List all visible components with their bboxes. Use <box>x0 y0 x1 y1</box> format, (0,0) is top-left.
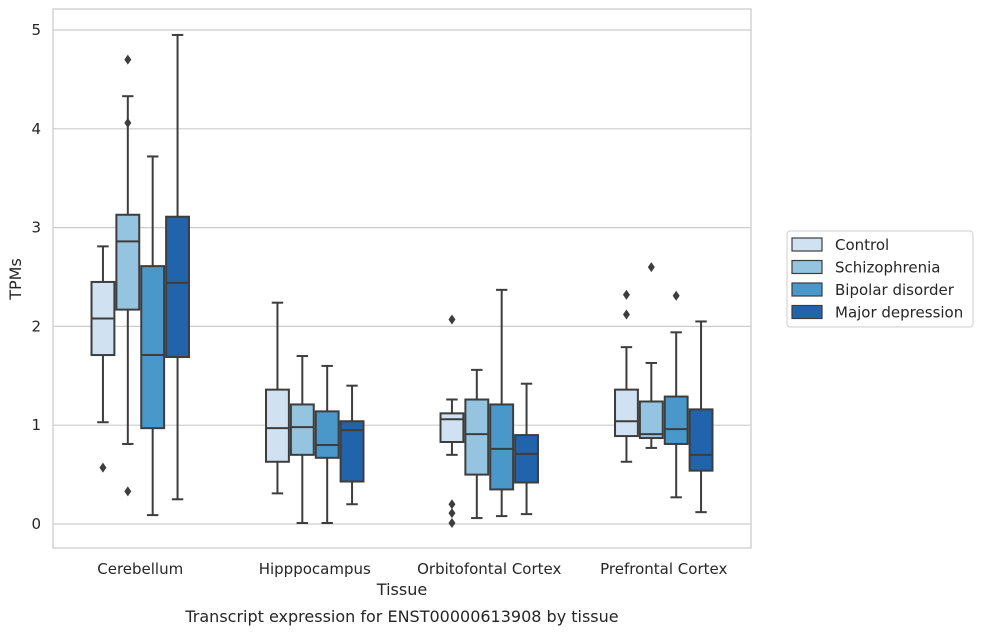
box-bipolar-disorder-orbitofontal-cortex <box>489 288 515 518</box>
iqr-box <box>165 215 190 359</box>
outlier-point <box>622 309 630 320</box>
outlier-point <box>124 54 132 65</box>
outlier-point <box>448 314 456 325</box>
x-tick-label-orbitofontal-cortex: Orbitofontal Cortex <box>417 560 561 578</box>
legend-swatch-schizophrenia <box>791 259 823 275</box>
iqr-box <box>638 400 664 440</box>
x-axis-label: Tissue <box>376 580 427 599</box>
x-tick-label-prefrontal-cortex: Prefrontal Cortex <box>600 560 727 578</box>
y-tick-label-2: 2 <box>31 317 41 335</box>
y-tick-label-3: 3 <box>31 219 41 237</box>
box-schizophrenia-hipppocampus <box>289 355 315 525</box>
legend-label-schizophrenia: Schizophrenia <box>835 259 940 277</box>
box-schizophrenia-orbitofontal-cortex <box>464 368 490 520</box>
iqr-box <box>439 412 465 443</box>
outlier-point <box>124 486 132 497</box>
box-major-depression-hipppocampus <box>339 384 365 506</box>
y-tick-labels: 0 1 2 3 4 5 <box>31 21 41 533</box>
box-control-prefrontal-cortex <box>614 289 639 463</box>
outlier-point <box>448 518 456 529</box>
iqr-box <box>614 388 639 438</box>
legend: Control Schizophrenia Bipolar disorder Majo… <box>786 230 974 328</box>
box-control-hipppocampus <box>265 301 290 495</box>
iqr-box <box>339 420 365 483</box>
y-tick-label-1: 1 <box>31 416 41 434</box>
legend-swatch-bipolar-disorder <box>791 282 823 297</box>
outlier-point <box>124 117 132 128</box>
box-bipolar-disorder-prefrontal-cortex <box>663 290 689 499</box>
box-major-depression-prefrontal-cortex <box>688 320 714 514</box>
outlier-point <box>647 262 655 273</box>
legend-swatch-major-depression <box>791 304 823 320</box>
x-tick-labels: Cerebellum Hipppocampus Orbitofontal Corte… <box>97 560 727 578</box>
outlier-point <box>672 290 680 301</box>
legend-label-major-depression: Major depression <box>835 304 963 322</box>
y-tick-label-0: 0 <box>31 515 41 533</box>
plot-area-frame <box>52 8 752 549</box>
legend-swatch-control <box>791 237 823 252</box>
box-control-orbitofontal-cortex <box>439 314 465 529</box>
legend-label-control: Control <box>835 236 889 254</box>
iqr-box <box>464 398 490 476</box>
outlier-point <box>448 508 456 519</box>
box-bipolar-disorder-cerebellum <box>140 155 166 517</box>
chart-caption: Transcript expression for ENST0000061390… <box>184 607 618 626</box>
box-schizophrenia-prefrontal-cortex <box>638 262 664 449</box>
iqr-box <box>314 410 340 459</box>
x-tick-label-cerebellum: Cerebellum <box>97 560 183 578</box>
outlier-point <box>99 462 107 473</box>
iqr-box <box>289 403 315 456</box>
iqr-box <box>688 408 714 472</box>
legend-frame <box>786 230 974 328</box>
iqr-box <box>663 395 689 445</box>
box-bipolar-disorder-hipppocampus <box>314 364 340 525</box>
box-major-depression-orbitofontal-cortex <box>514 382 539 516</box>
legend-label-bipolar-disorder: Bipolar disorder <box>835 281 955 299</box>
iqr-box <box>115 213 141 311</box>
x-tick-label-hipppocampus: Hipppocampus <box>259 560 371 578</box>
box-schizophrenia-cerebellum <box>115 54 141 497</box>
iqr-box <box>489 403 515 491</box>
outlier-point <box>622 289 630 300</box>
box-major-depression-cerebellum <box>165 33 190 501</box>
iqr-box <box>140 265 166 430</box>
y-tick-label-4: 4 <box>31 120 41 138</box>
outlier-point <box>448 499 456 510</box>
iqr-box <box>514 434 539 484</box>
y-axis-label: TPMs <box>6 258 25 301</box>
iqr-box <box>265 388 290 463</box>
y-tick-label-5: 5 <box>31 21 41 39</box>
box-control-cerebellum <box>90 245 116 473</box>
boxes-layer <box>90 33 714 529</box>
